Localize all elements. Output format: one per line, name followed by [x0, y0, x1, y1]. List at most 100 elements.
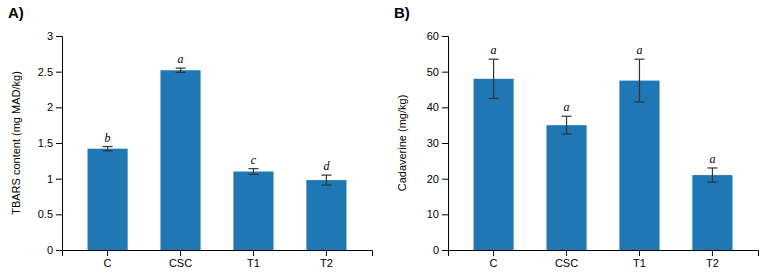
tick: 0 — [47, 244, 62, 256]
y-axis-title: TBARS content (mg MAD/kg) — [10, 71, 22, 215]
error-line — [639, 59, 640, 102]
error-cap — [248, 174, 258, 175]
tick-label: 0.5 — [38, 208, 53, 220]
error-cap — [634, 101, 644, 102]
tick: 50 — [427, 66, 448, 78]
tick: 1 — [47, 173, 62, 185]
tick: 30 — [427, 137, 448, 149]
tick: 60 — [427, 30, 448, 42]
letter: a — [491, 43, 497, 57]
tick-mark — [712, 250, 713, 256]
tick-mark — [56, 214, 62, 215]
y-axis-title: Cadaverine (mg/kg) — [396, 95, 408, 192]
error-cap — [707, 182, 717, 183]
tick: 0.5 — [38, 208, 62, 220]
tick-mark — [56, 143, 62, 144]
tick: 0 — [433, 244, 448, 256]
error-cap — [103, 146, 113, 147]
letter: a — [636, 43, 642, 57]
tick-mark — [253, 250, 254, 256]
tick: 2.5 — [38, 66, 62, 78]
error-cap — [707, 167, 717, 168]
x-axis: C CSC T1 T2 — [63, 250, 373, 269]
tick-mark — [326, 250, 327, 256]
error-bar — [489, 59, 499, 98]
error-cap — [634, 59, 644, 60]
error-line — [493, 59, 494, 98]
tick-label: 50 — [427, 66, 439, 78]
tick: CSC — [555, 250, 578, 269]
tick-label: CSC — [555, 257, 578, 269]
tick-label: 3 — [47, 30, 53, 42]
tick: 2 — [47, 101, 62, 113]
error-line — [326, 175, 327, 185]
tick: 10 — [427, 208, 448, 220]
error-cap — [562, 133, 572, 134]
letter: a — [178, 52, 184, 66]
tick-mark — [493, 250, 494, 256]
tick-label: T1 — [633, 257, 646, 269]
tick: 3 — [47, 30, 62, 42]
error-cap — [176, 72, 186, 73]
error-bar — [248, 169, 258, 175]
tick: 40 — [427, 101, 448, 113]
tick: T2 — [320, 250, 333, 269]
error-bar — [103, 147, 113, 151]
tick-label: 30 — [427, 137, 439, 149]
tick-label: 2 — [47, 101, 53, 113]
panel-title: B) — [394, 4, 410, 21]
panel-title: A) — [8, 4, 24, 21]
tick: CSC — [169, 250, 192, 269]
marks — [474, 59, 733, 250]
error-cap — [103, 150, 113, 151]
tick-label: C — [490, 257, 498, 269]
tick-mark — [107, 250, 108, 256]
error-line — [712, 168, 713, 182]
tick-mark — [442, 214, 448, 215]
figure: A) b a c d C CSC T1 T2 0 0.5 1 1.5 2 2.5 3 TBARS content… — [0, 0, 772, 278]
tick-label: 10 — [427, 208, 439, 220]
marks — [88, 68, 347, 250]
tick: T2 — [706, 250, 719, 269]
tick: C — [104, 250, 112, 269]
tick: 1.5 — [38, 137, 62, 149]
tick-mark — [56, 179, 62, 180]
tick-label: T1 — [247, 257, 260, 269]
tick-mark — [442, 143, 448, 144]
tick: C — [490, 250, 498, 269]
letter: a — [709, 152, 715, 166]
letter: a — [564, 100, 570, 114]
letter: b — [105, 131, 111, 145]
bar — [233, 172, 273, 250]
plot: b a c d C CSC T1 T2 0 0.5 1 1.5 2 2.5 3 TBARS content (… — [10, 30, 373, 269]
error-bar — [634, 59, 644, 102]
letter: c — [251, 153, 257, 167]
error-bar — [321, 175, 331, 185]
bar — [474, 79, 514, 250]
panel: A) b a c d C CSC T1 T2 0 0.5 1 1.5 2 2.5 3 TBARS content… — [8, 4, 373, 269]
tick: T1 — [633, 250, 646, 269]
error-line — [566, 116, 567, 134]
bar — [619, 81, 659, 250]
axis-line — [63, 251, 373, 257]
tick-label: 0 — [433, 244, 439, 256]
tick-mark — [639, 250, 640, 256]
tick-label: 1 — [47, 173, 53, 185]
tick-mark — [442, 72, 448, 73]
error-cap — [321, 184, 331, 185]
tick-mark — [442, 107, 448, 108]
bar — [88, 149, 128, 250]
error-line — [107, 147, 108, 151]
tick-label: 1.5 — [38, 137, 53, 149]
tick: 20 — [427, 173, 448, 185]
axis-line — [442, 37, 449, 251]
tick-label: 60 — [427, 30, 439, 42]
tick-mark — [180, 250, 181, 256]
letter: d — [323, 159, 330, 173]
error-cap — [489, 59, 499, 60]
tick-mark — [56, 72, 62, 73]
axis-line — [449, 251, 759, 257]
bar — [692, 175, 732, 250]
tick: T1 — [247, 250, 260, 269]
tick-mark — [56, 107, 62, 108]
